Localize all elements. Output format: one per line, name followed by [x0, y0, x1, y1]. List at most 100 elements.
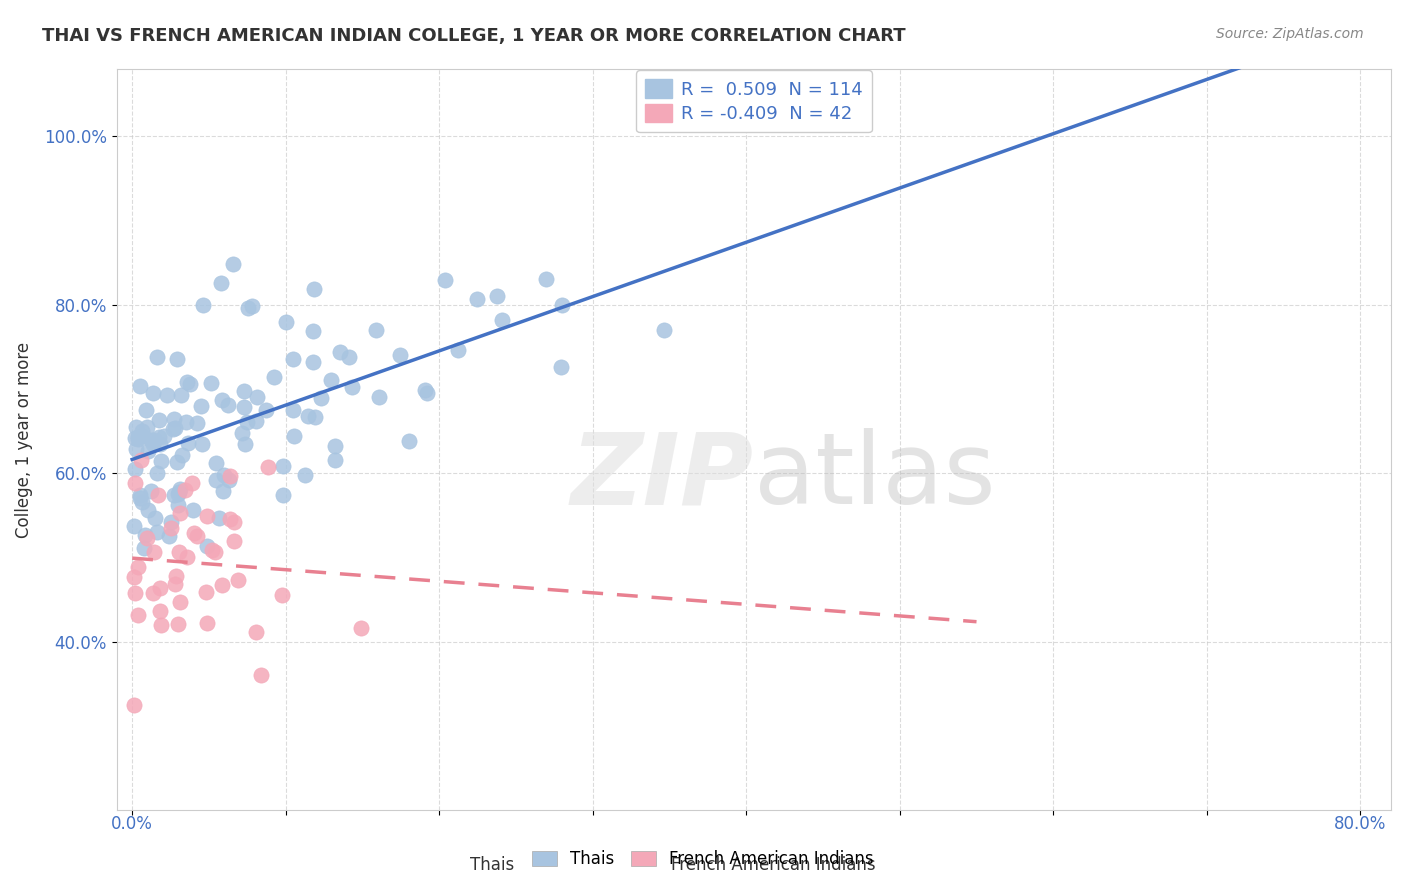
Point [389, 348, 412, 362]
Point [125, 420, 148, 434]
Point [142, 434, 165, 448]
Point [129, 491, 152, 506]
Point [218, 511, 240, 525]
Point [250, 668, 273, 682]
Point [127, 607, 149, 622]
Point [136, 502, 159, 516]
Point [142, 545, 165, 559]
Point [190, 437, 212, 451]
Point [246, 390, 269, 404]
Point [183, 525, 205, 540]
Point [245, 414, 267, 428]
Point [416, 385, 439, 400]
Point [132, 541, 155, 555]
Point [281, 352, 304, 367]
Point [350, 621, 373, 635]
Point [208, 511, 231, 525]
Point [124, 586, 146, 600]
Point [129, 453, 152, 467]
Point [159, 521, 181, 535]
Point [127, 432, 149, 446]
Point [131, 429, 153, 443]
Point [309, 391, 332, 405]
Point [149, 604, 172, 618]
Text: French American Indians: French American Indians [671, 855, 876, 873]
Point [245, 625, 267, 640]
Point [190, 399, 212, 413]
Point [366, 323, 388, 337]
Point [148, 430, 170, 444]
Point [150, 617, 173, 632]
Point [195, 615, 218, 630]
Text: ZIP: ZIP [571, 428, 754, 525]
Point [136, 443, 159, 458]
Point [153, 429, 176, 443]
Point [169, 388, 191, 402]
Point [271, 459, 294, 474]
Point [167, 545, 190, 559]
Point [122, 519, 145, 533]
Text: atlas: atlas [754, 428, 995, 525]
Point [127, 430, 149, 444]
Point [302, 355, 325, 369]
Point [143, 511, 166, 525]
Point [321, 373, 343, 387]
Point [146, 525, 169, 540]
Point [337, 350, 360, 364]
Legend: Thais, French American Indians: Thais, French American Indians [526, 844, 880, 875]
Point [162, 422, 184, 436]
Point [195, 539, 218, 553]
Point [146, 350, 169, 364]
Point [654, 323, 676, 337]
Text: 80.0%: 80.0% [1334, 814, 1386, 833]
Point [124, 461, 146, 475]
Point [240, 300, 263, 314]
Point [329, 344, 352, 359]
Point [233, 436, 256, 450]
Point [142, 385, 165, 400]
Point [534, 271, 557, 285]
Point [236, 415, 259, 429]
Point [447, 343, 470, 357]
Point [129, 379, 152, 393]
Point [297, 409, 319, 424]
Point [148, 413, 170, 427]
Point [160, 515, 183, 529]
Point [176, 550, 198, 565]
Point [136, 531, 159, 545]
Point [465, 292, 488, 306]
Point [304, 410, 326, 425]
Point [550, 359, 572, 374]
Point [150, 454, 173, 468]
Point [167, 487, 190, 501]
Point [174, 483, 197, 497]
Point [195, 509, 218, 524]
Point [486, 289, 509, 303]
Point [176, 376, 198, 390]
Point [194, 585, 217, 599]
Point [233, 384, 256, 398]
Point [551, 298, 574, 312]
Point [200, 376, 222, 390]
Point [148, 437, 170, 451]
Text: 0.0%: 0.0% [111, 814, 153, 833]
Point [163, 421, 186, 435]
Point [134, 528, 156, 542]
Point [398, 434, 420, 449]
Point [219, 469, 242, 483]
Point [294, 468, 316, 483]
Text: Thais: Thais [470, 855, 515, 873]
Point [124, 570, 146, 584]
Point [142, 437, 165, 451]
Point [177, 436, 200, 450]
Point [283, 429, 305, 443]
Point [142, 586, 165, 600]
Point [323, 439, 346, 453]
Point [222, 257, 245, 271]
Point [271, 588, 294, 602]
Text: Source: ZipAtlas.com: Source: ZipAtlas.com [1216, 27, 1364, 41]
Point [166, 617, 188, 632]
Point [167, 498, 190, 512]
Point [281, 403, 304, 417]
Point [204, 474, 226, 488]
